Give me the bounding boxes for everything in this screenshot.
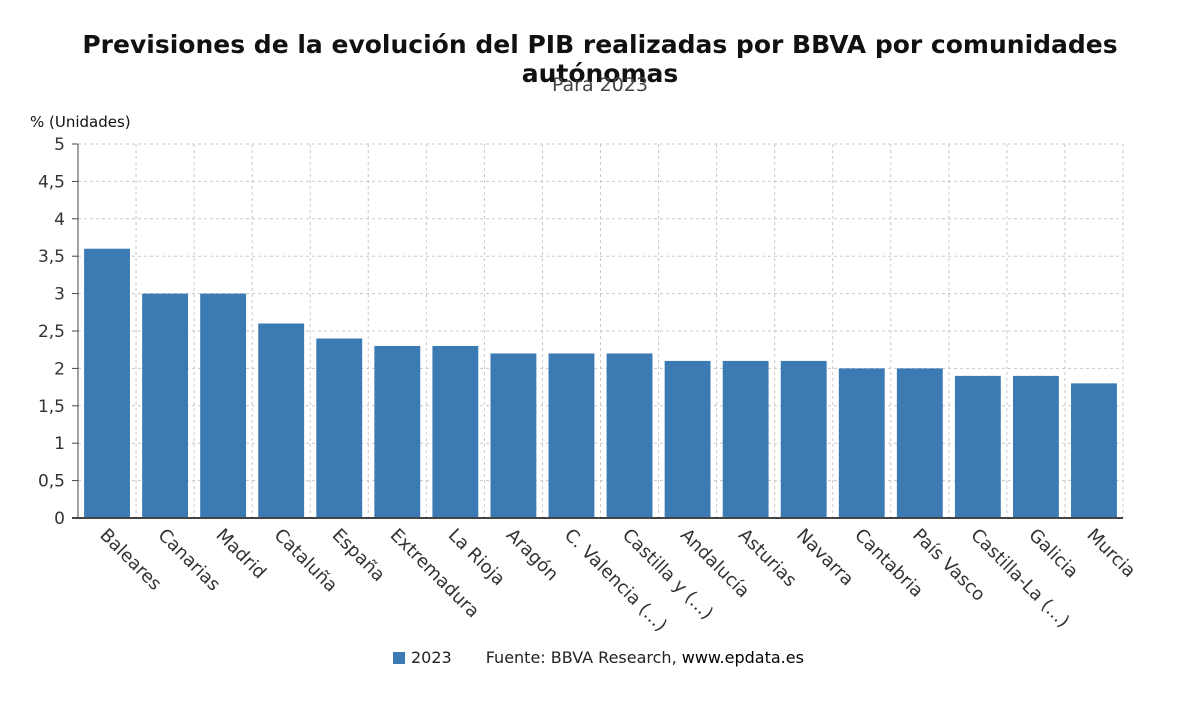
x-tick-label: Madrid <box>212 525 271 584</box>
bar <box>200 293 247 518</box>
bar <box>374 345 421 518</box>
chart-title: Previsiones de la evolución del PIB real… <box>82 30 1118 88</box>
bar <box>664 360 711 518</box>
legend: 2023 Fuente: BBVA Research, www.epdata.es <box>393 648 804 667</box>
bar <box>722 360 769 518</box>
x-tick-label: Baleares <box>95 525 165 595</box>
bar <box>432 345 479 518</box>
chart-subtitle: Para 2023 <box>551 74 649 96</box>
bar <box>838 368 885 518</box>
y-tick-label: 0,5 <box>38 472 65 492</box>
bar-chart: 0 0,5 1 1,5 2 2,5 3 3,5 4 4,5 5 BalearesCanariasMad… <box>38 135 1140 636</box>
bar <box>548 353 595 518</box>
y-tick-label: 2 <box>54 359 65 379</box>
y-tick-label: 0 <box>54 509 65 529</box>
legend-swatch <box>393 652 405 664</box>
y-tick-label: 2,5 <box>38 322 65 342</box>
y-tick-label: 1,5 <box>38 397 65 417</box>
bar <box>780 360 827 518</box>
x-tick-label: Aragón <box>502 525 563 586</box>
y-tick-label: 3 <box>54 285 65 305</box>
x-tick-label: Canarias <box>154 525 225 596</box>
y-axis-label: % (Unidades) <box>30 113 131 131</box>
bar <box>1071 383 1117 518</box>
x-tick-label: Murcia <box>1082 525 1139 582</box>
bar <box>490 353 537 518</box>
x-tick-label: Navarra <box>792 525 858 591</box>
legend-label: 2023 <box>411 648 452 667</box>
y-tick-label: 5 <box>54 135 65 155</box>
x-tick-label: Castilla-La (...) <box>966 525 1073 632</box>
bar <box>142 293 189 518</box>
source-prefix: Fuente: BBVA Research, <box>485 648 677 667</box>
bar <box>84 248 130 518</box>
bar <box>316 338 363 518</box>
bar <box>954 375 1001 518</box>
y-tick-label: 3,5 <box>38 247 65 267</box>
y-tick-label: 1 <box>54 434 65 454</box>
bar <box>1012 375 1059 518</box>
y-tick-label: 4 <box>54 210 65 230</box>
bar <box>606 353 653 518</box>
source-link[interactable]: www.epdata.es <box>681 648 804 667</box>
x-tick-label: C. Valencia (...) <box>560 525 671 636</box>
y-tick-label: 4,5 <box>38 172 65 192</box>
bar <box>896 368 943 518</box>
bar <box>258 323 305 518</box>
x-tick-label: Galicia <box>1024 525 1082 583</box>
